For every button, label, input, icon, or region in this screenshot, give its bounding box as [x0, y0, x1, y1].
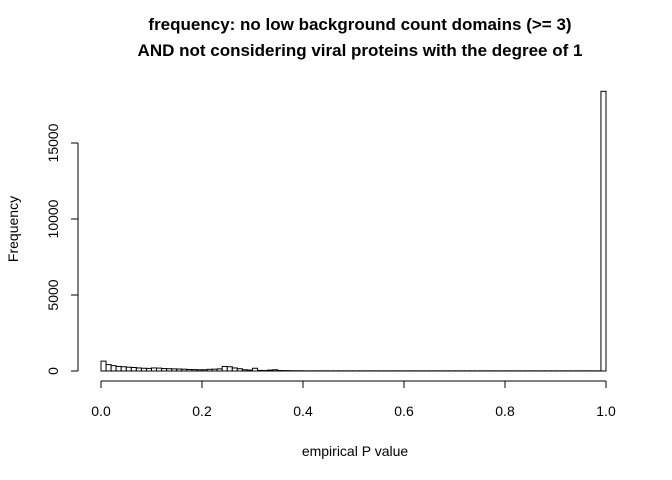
histogram-bar — [246, 369, 253, 372]
y-axis: 0 5000 10000 15000 — [45, 123, 79, 375]
histogram-bar — [191, 369, 198, 372]
histogram-bar — [211, 368, 218, 372]
y-tick-label: 5000 — [45, 279, 61, 310]
histogram-bar — [252, 367, 259, 372]
histogram-bar — [145, 367, 152, 372]
y-tick-label: 10000 — [45, 199, 61, 238]
histogram-bar — [267, 369, 274, 372]
histogram-bar — [257, 369, 264, 372]
histogram-bar — [241, 369, 248, 372]
chart-title-line-1: frequency: no low background count domai… — [148, 15, 571, 34]
histogram-bar — [201, 369, 208, 372]
histogram-bar — [272, 369, 279, 372]
x-tick-label: 0.6 — [394, 403, 414, 419]
histogram-bar — [115, 365, 122, 372]
histogram-bar — [135, 367, 142, 372]
histogram-bar — [120, 366, 127, 372]
histogram-bar — [231, 367, 238, 372]
chart-title: frequency: no low background count domai… — [138, 15, 583, 60]
histogram-bar — [176, 368, 183, 372]
histogram-bar — [216, 368, 223, 372]
histogram-bar — [221, 365, 228, 372]
y-tick-label: 15000 — [45, 123, 61, 162]
histogram-bar — [161, 368, 168, 372]
y-axis-label: Frequency — [5, 196, 21, 262]
histogram-bar — [196, 369, 203, 372]
histogram-bar — [151, 367, 158, 372]
histogram-bar — [600, 90, 607, 372]
chart-title-line-2: AND not considering viral proteins with … — [138, 41, 583, 60]
x-tick-label: 1.0 — [596, 403, 616, 419]
histogram-bar — [125, 366, 132, 372]
histogram-bar — [140, 367, 147, 372]
histogram-bar — [100, 360, 107, 372]
histogram-bar — [186, 368, 193, 372]
x-tick-label: 0.0 — [91, 403, 111, 419]
histogram-bars — [100, 90, 607, 372]
x-tick-label: 0.8 — [495, 403, 515, 419]
histogram-bar — [226, 366, 233, 372]
x-tick-label: 0.2 — [192, 403, 212, 419]
histogram-bar — [171, 368, 178, 372]
histogram-bar — [166, 368, 173, 372]
histogram-bar — [130, 367, 137, 372]
histogram-bar — [206, 368, 213, 372]
y-tick-label: 0 — [45, 367, 61, 375]
x-axis-label: empirical P value — [302, 443, 409, 459]
x-axis: 0.0 0.2 0.4 0.6 0.8 1.0 — [91, 380, 616, 419]
histogram-bar — [236, 368, 243, 372]
x-tick-label: 0.4 — [293, 403, 313, 419]
histogram-bar — [105, 364, 112, 372]
histogram-bar — [181, 368, 188, 372]
histogram-bar — [110, 365, 117, 372]
histogram-bar — [156, 367, 163, 372]
